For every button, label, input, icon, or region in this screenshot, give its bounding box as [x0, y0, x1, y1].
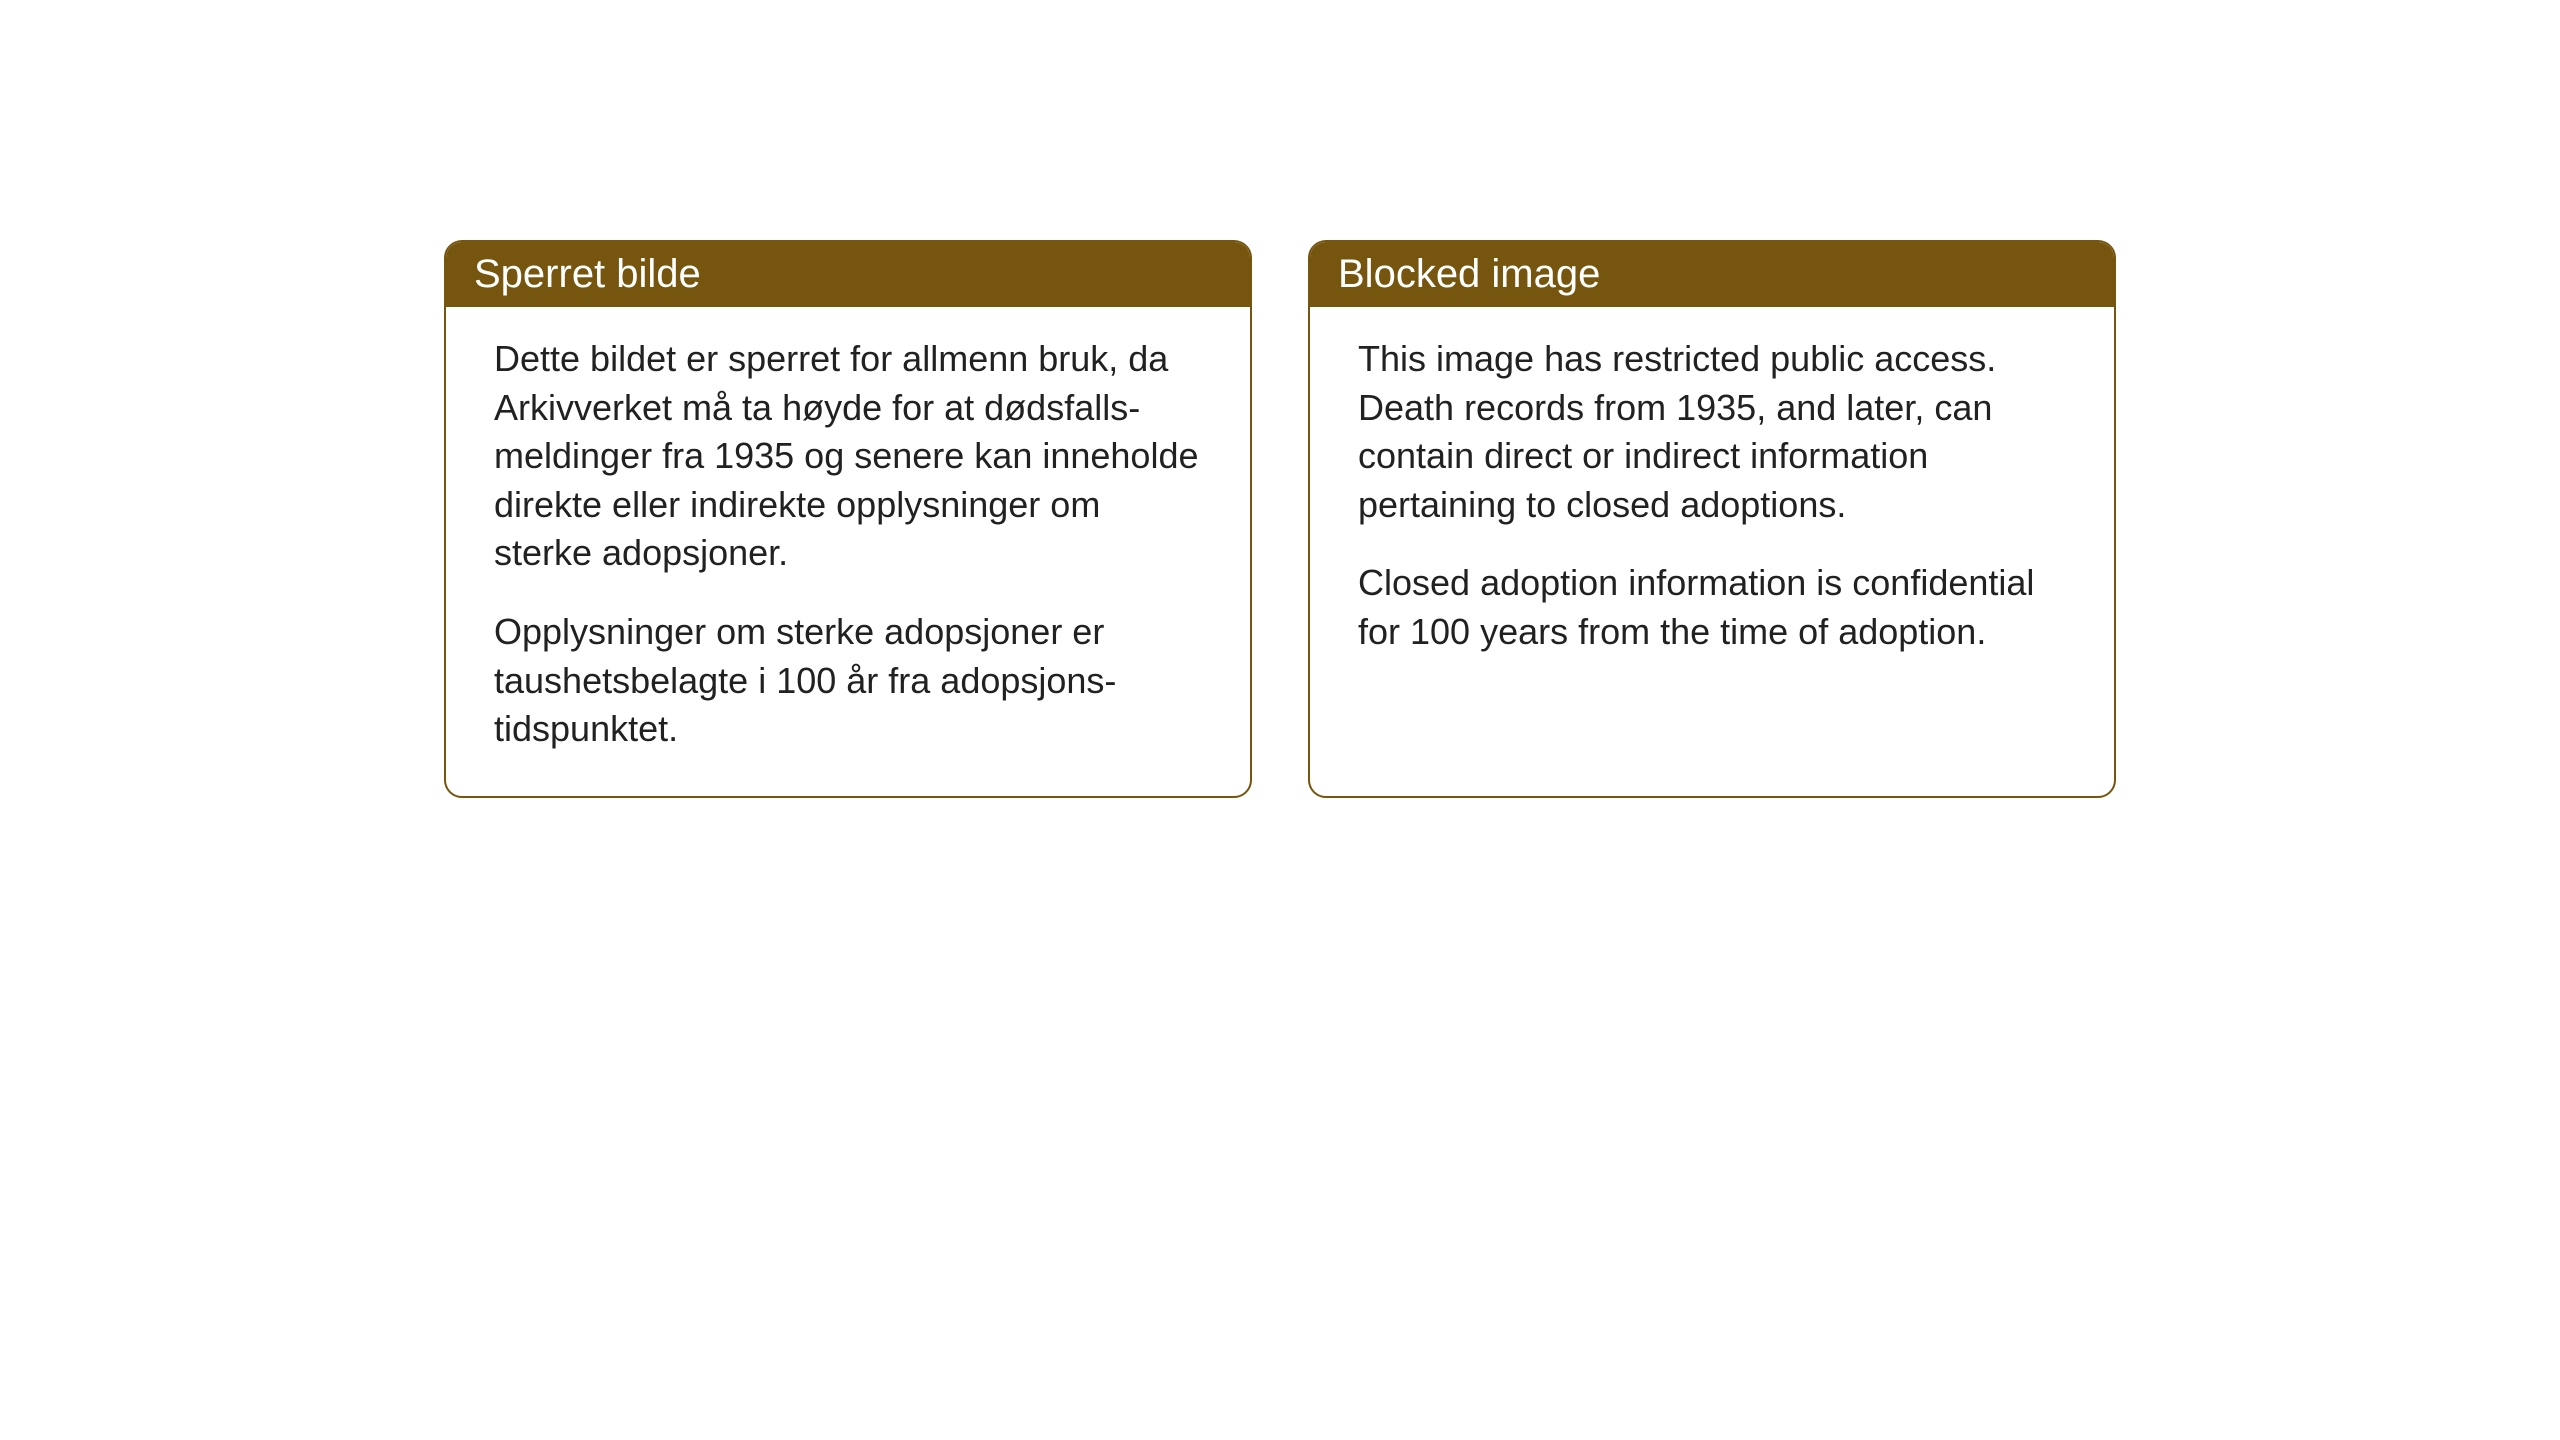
- notice-card-norwegian: Sperret bilde Dette bildet er sperret fo…: [444, 240, 1252, 798]
- card-title-norwegian: Sperret bilde: [474, 252, 701, 296]
- card-header-norwegian: Sperret bilde: [446, 242, 1250, 307]
- card-header-english: Blocked image: [1310, 242, 2114, 307]
- card-paragraph-norwegian-2: Opplysninger om sterke adopsjoner er tau…: [494, 608, 1202, 754]
- card-paragraph-english-2: Closed adoption information is confident…: [1358, 559, 2066, 656]
- notice-cards-container: Sperret bilde Dette bildet er sperret fo…: [444, 240, 2116, 798]
- card-paragraph-english-1: This image has restricted public access.…: [1358, 335, 2066, 529]
- card-paragraph-norwegian-1: Dette bildet er sperret for allmenn bruk…: [494, 335, 1202, 578]
- card-title-english: Blocked image: [1338, 252, 1600, 296]
- card-body-english: This image has restricted public access.…: [1310, 307, 2114, 699]
- card-body-norwegian: Dette bildet er sperret for allmenn bruk…: [446, 307, 1250, 796]
- notice-card-english: Blocked image This image has restricted …: [1308, 240, 2116, 798]
